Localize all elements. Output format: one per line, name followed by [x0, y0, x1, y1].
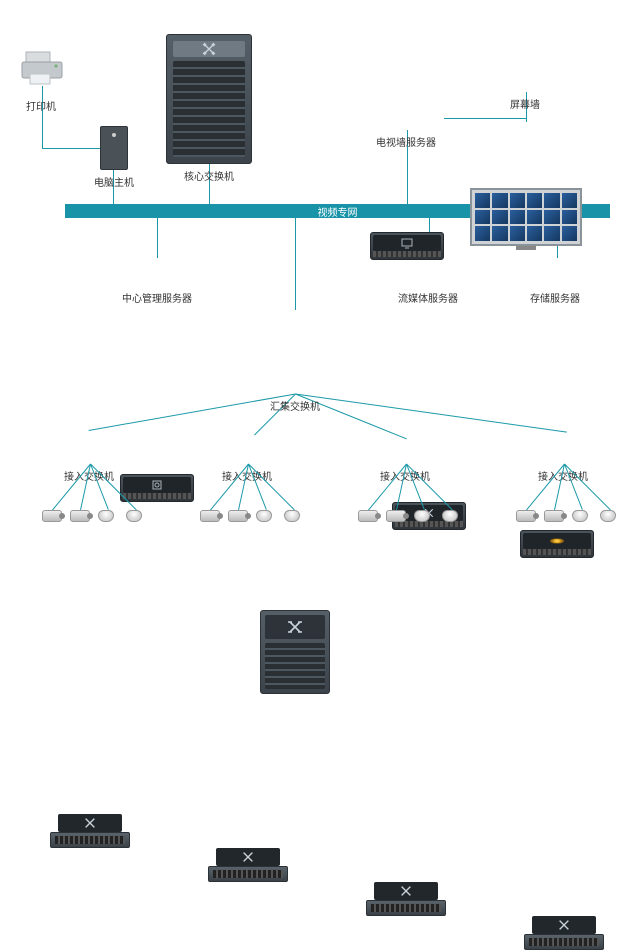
- storage-server-label: 存储服务器: [530, 290, 580, 305]
- access-switch-2: [208, 848, 288, 882]
- bullet-camera: [228, 510, 248, 522]
- line-printer-down: [42, 86, 43, 148]
- line-bus-to-mgmt: [157, 218, 158, 258]
- printer-label: 打印机: [26, 98, 56, 113]
- stream-server-label: 流媒体服务器: [398, 290, 458, 305]
- line-videowall-to-srv: [444, 118, 526, 119]
- bullet-camera: [386, 510, 406, 522]
- bullet-camera: [200, 510, 220, 522]
- agg-switch-label: 汇集交换机: [270, 398, 320, 413]
- dome-camera: [572, 510, 588, 522]
- videowall-server-label: 电视墙服务器: [376, 134, 436, 149]
- printer-icon: [20, 50, 64, 86]
- bullet-camera: [70, 510, 90, 522]
- server-icon: [151, 479, 163, 491]
- mgmt-server-label: 中心管理服务器: [122, 290, 192, 305]
- videowall-label: 屏幕墙: [510, 96, 540, 111]
- line-printer-to-pc: [42, 148, 100, 149]
- printer: [20, 50, 64, 86]
- dome-camera: [98, 510, 114, 522]
- bullet-camera: [358, 510, 378, 522]
- dome-camera: [414, 510, 430, 522]
- storage-server: [520, 530, 594, 558]
- pc-host: [100, 126, 128, 170]
- bullet-camera: [516, 510, 536, 522]
- core-switch: [166, 34, 252, 164]
- core-switch-label: 核心交换机: [184, 168, 234, 183]
- bullet-camera: [544, 510, 564, 522]
- dome-camera: [442, 510, 458, 522]
- dome-camera: [256, 510, 272, 522]
- pc-host-label: 电脑主机: [94, 174, 134, 189]
- agg-switch: [260, 610, 330, 694]
- switch-icon: [557, 918, 571, 932]
- switch-icon: [202, 42, 216, 56]
- line-bus-to-agg: [295, 218, 296, 310]
- bullet-camera: [42, 510, 62, 522]
- dome-camera: [284, 510, 300, 522]
- videowall: [470, 188, 582, 246]
- switch-icon: [83, 816, 97, 830]
- videowall-server: [370, 232, 444, 260]
- access-switch-3: [366, 882, 446, 916]
- bus-label: 视频专网: [318, 204, 358, 219]
- switch-icon: [287, 619, 303, 635]
- dome-camera: [126, 510, 142, 522]
- access-switch-4: [524, 916, 604, 950]
- disk-icon: [550, 538, 564, 544]
- mgmt-server: [120, 474, 194, 502]
- line-videowall-drop: [526, 118, 527, 119]
- dome-camera: [600, 510, 616, 522]
- tv-icon: [401, 237, 413, 249]
- switch-icon: [241, 850, 255, 864]
- switch-icon: [399, 884, 413, 898]
- access-switch-1: [50, 814, 130, 848]
- line-agg-to-access4: [295, 394, 566, 433]
